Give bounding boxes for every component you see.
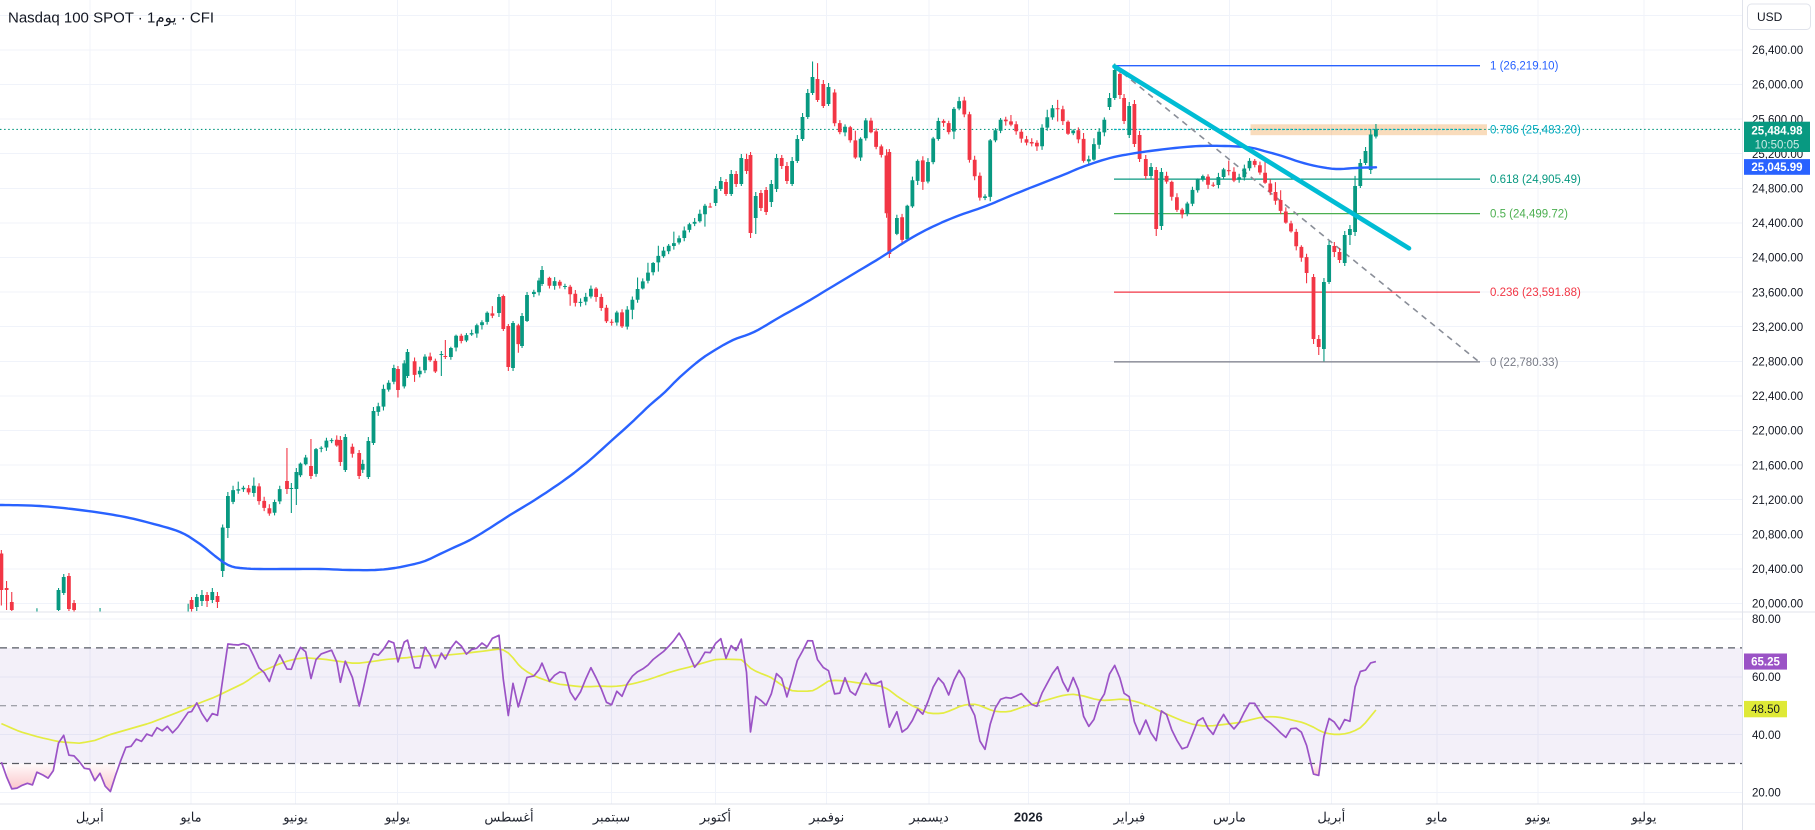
svg-text:25,045.99: 25,045.99: [1751, 162, 1802, 174]
svg-text:23,200.00: 23,200.00: [1752, 322, 1803, 334]
svg-text:نوفمبر: نوفمبر: [808, 810, 844, 826]
svg-text:21,200.00: 21,200.00: [1752, 495, 1803, 507]
svg-text:يوليو: يوليو: [384, 810, 410, 826]
svg-text:60.00: 60.00: [1752, 672, 1781, 684]
svg-text:مايو: مايو: [1425, 810, 1447, 826]
svg-text:26,400.00: 26,400.00: [1752, 45, 1803, 57]
svg-text:فبراير: فبراير: [1113, 810, 1146, 826]
svg-text:24,000.00: 24,000.00: [1752, 253, 1803, 265]
svg-text:أكتوبر: أكتوبر: [699, 809, 731, 826]
svg-text:مارس: مارس: [1213, 810, 1246, 826]
svg-text:يونيو: يونيو: [282, 810, 308, 826]
svg-text:22,400.00: 22,400.00: [1752, 391, 1803, 403]
svg-text:24,800.00: 24,800.00: [1752, 184, 1803, 196]
svg-text:سبتمبر: سبتمبر: [592, 810, 630, 826]
svg-text:0.786 (25,483.20): 0.786 (25,483.20): [1490, 125, 1581, 137]
svg-text:25,484.98: 25,484.98: [1751, 126, 1803, 138]
svg-text:10:50:05: 10:50:05: [1755, 140, 1800, 152]
svg-text:ديسمبر: ديسمبر: [908, 810, 949, 826]
svg-text:يونيو: يونيو: [1525, 810, 1551, 826]
svg-text:22,800.00: 22,800.00: [1752, 357, 1803, 369]
svg-text:0 (22,780.33): 0 (22,780.33): [1490, 357, 1559, 369]
svg-text:1 (26,219.10): 1 (26,219.10): [1490, 61, 1559, 73]
svg-text:20,800.00: 20,800.00: [1752, 530, 1803, 542]
svg-text:48.50: 48.50: [1751, 704, 1780, 716]
svg-text:23,600.00: 23,600.00: [1752, 287, 1803, 299]
svg-text:20,400.00: 20,400.00: [1752, 564, 1803, 576]
svg-text:يوليو: يوليو: [1631, 810, 1657, 826]
svg-text:65.25: 65.25: [1751, 657, 1780, 669]
svg-text:أبريل: أبريل: [76, 809, 104, 826]
svg-text:مايو: مايو: [179, 810, 201, 826]
svg-text:0.236 (23,591.88): 0.236 (23,591.88): [1490, 287, 1581, 299]
svg-text:0.5 (24,499.72): 0.5 (24,499.72): [1490, 209, 1568, 221]
svg-text:24,400.00: 24,400.00: [1752, 218, 1803, 230]
svg-text:26,000.00: 26,000.00: [1752, 80, 1803, 92]
svg-text:80.00: 80.00: [1752, 614, 1781, 626]
svg-text:20,000.00: 20,000.00: [1752, 599, 1803, 611]
svg-text:2026: 2026: [1014, 810, 1043, 825]
svg-text:20.00: 20.00: [1752, 788, 1781, 800]
svg-text:Nasdaq 100 SPOT · 1يوم · CFI: Nasdaq 100 SPOT · 1يوم · CFI: [8, 10, 214, 27]
svg-text:21,600.00: 21,600.00: [1752, 460, 1803, 472]
svg-text:40.00: 40.00: [1752, 730, 1781, 742]
svg-text:أغسطس: أغسطس: [484, 809, 533, 826]
svg-text:أبريل: أبريل: [1317, 809, 1345, 826]
svg-text:USD: USD: [1757, 10, 1783, 24]
svg-text:0.618 (24,905.49): 0.618 (24,905.49): [1490, 174, 1581, 186]
svg-text:22,000.00: 22,000.00: [1752, 426, 1803, 438]
